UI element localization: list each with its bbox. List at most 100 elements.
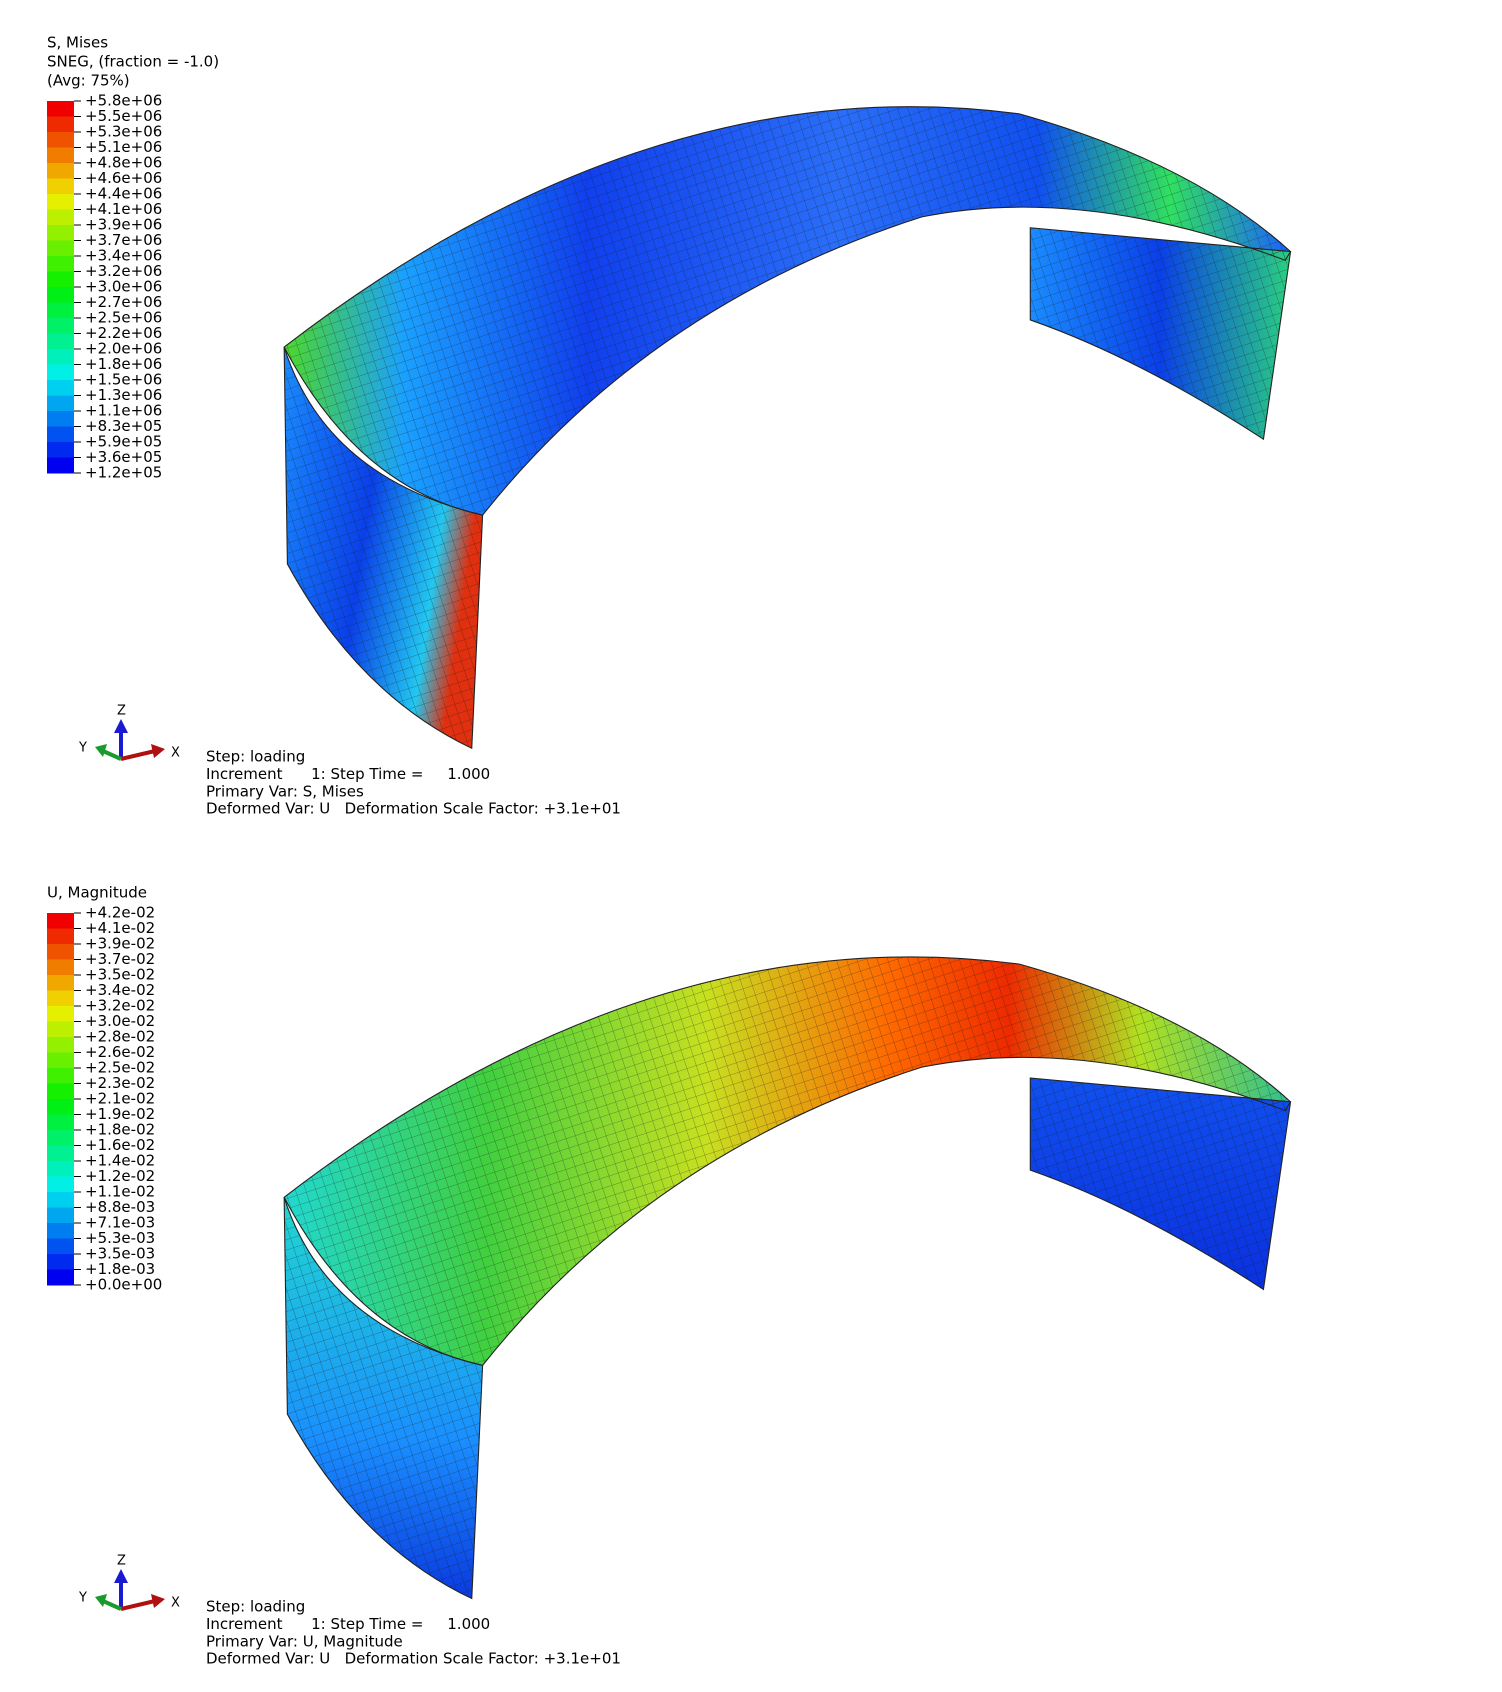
legend-label: +3.7e+06 bbox=[85, 231, 162, 249]
legend-label: +5.1e+06 bbox=[85, 138, 162, 156]
legend-swatch bbox=[47, 990, 74, 1007]
legend-label: +1.2e+05 bbox=[85, 464, 162, 482]
legend-label: +2.5e-02 bbox=[85, 1059, 155, 1077]
legend-label: +5.5e+06 bbox=[85, 107, 162, 125]
triad-x-head bbox=[151, 744, 165, 758]
triad-y-axis bbox=[102, 1599, 122, 1611]
info-line: Step: loading bbox=[206, 748, 305, 766]
legend-label: +3.4e-02 bbox=[85, 981, 155, 999]
legend-label: +8.8e-03 bbox=[85, 1198, 155, 1216]
legend-swatch bbox=[47, 240, 74, 257]
legend-label: +4.1e-02 bbox=[85, 919, 155, 937]
legend-swatch bbox=[47, 364, 74, 381]
legend-label: +4.4e+06 bbox=[85, 185, 162, 203]
legend-label: +0.0e+00 bbox=[85, 1276, 162, 1294]
triad-z-head bbox=[114, 1569, 128, 1583]
legend-swatch bbox=[47, 101, 74, 117]
legend-label: +5.8e+06 bbox=[85, 92, 162, 110]
legend-swatch bbox=[47, 1006, 74, 1022]
legend-label: +7.1e-03 bbox=[85, 1214, 155, 1232]
info-line: Increment 1: Step Time = 1.000 bbox=[206, 765, 490, 783]
triad-label: Y bbox=[78, 741, 87, 756]
triad-label: X bbox=[171, 1596, 180, 1611]
legend-label: +3.5e-02 bbox=[85, 966, 155, 984]
legend-swatch bbox=[47, 209, 74, 226]
legend-label: +3.2e+06 bbox=[85, 262, 162, 280]
legend-label: +3.0e+06 bbox=[85, 278, 162, 296]
legend-swatch bbox=[47, 457, 74, 474]
legend-label: +1.2e-02 bbox=[85, 1167, 155, 1185]
legend-swatch bbox=[47, 1176, 74, 1193]
triad-label: Y bbox=[78, 1591, 87, 1606]
legend-swatch bbox=[47, 1238, 74, 1255]
model-views bbox=[283, 106, 1292, 1600]
triad-x-axis bbox=[120, 1599, 156, 1611]
legend-label: +2.6e-02 bbox=[85, 1043, 155, 1061]
info-line: Primary Var: S, Mises bbox=[206, 782, 364, 800]
info-line: Primary Var: U, Magnitude bbox=[206, 1632, 403, 1650]
legend-swatch bbox=[47, 178, 74, 195]
legend-title: (Avg: 75%) bbox=[47, 72, 130, 90]
legend-label: +3.9e+06 bbox=[85, 216, 162, 234]
info-line: Deformed Var: U Deformation Scale Factor… bbox=[206, 800, 621, 818]
legend-title: S, Mises bbox=[47, 34, 108, 52]
legend-label: +5.3e+06 bbox=[85, 123, 162, 141]
legend-swatch bbox=[47, 1145, 74, 1162]
legend-label: +3.2e-02 bbox=[85, 997, 155, 1015]
legend-label: +1.6e-02 bbox=[85, 1136, 155, 1154]
legend-label: +5.3e-03 bbox=[85, 1229, 155, 1247]
info-line: Step: loading bbox=[206, 1598, 305, 1616]
legend-swatch bbox=[47, 333, 74, 350]
triad-x-head bbox=[151, 1594, 165, 1608]
legend-swatch bbox=[47, 1254, 74, 1270]
legend-label: +3.5e-03 bbox=[85, 1245, 155, 1263]
legend-swatch bbox=[47, 194, 74, 210]
legend-swatch bbox=[47, 1099, 74, 1115]
triad-z-head bbox=[114, 719, 128, 733]
legend-swatch bbox=[47, 1083, 74, 1100]
legend-swatch bbox=[47, 442, 74, 458]
legend-label: +8.3e+05 bbox=[85, 417, 162, 435]
legend-label: +4.1e+06 bbox=[85, 200, 162, 218]
legend-swatch bbox=[47, 1161, 74, 1177]
legend-swatch bbox=[47, 975, 74, 991]
legend-swatch bbox=[47, 287, 74, 303]
legend-swatch bbox=[47, 225, 74, 241]
legend-label: +4.6e+06 bbox=[85, 169, 162, 187]
legend-label: +3.6e+05 bbox=[85, 448, 162, 466]
legend-label: +3.0e-02 bbox=[85, 1012, 155, 1030]
legend-swatch bbox=[47, 411, 74, 427]
legend-swatch bbox=[47, 1130, 74, 1146]
legend-swatch bbox=[47, 395, 74, 412]
legend-label: +1.9e-02 bbox=[85, 1105, 155, 1123]
legend-label: +2.2e+06 bbox=[85, 324, 162, 342]
legend-swatch bbox=[47, 349, 74, 365]
legend-swatch bbox=[47, 944, 74, 960]
legend-swatch bbox=[47, 913, 74, 929]
legend-label: +2.1e-02 bbox=[85, 1090, 155, 1108]
legend-swatch bbox=[47, 1114, 74, 1131]
legend-title: U, Magnitude bbox=[47, 884, 147, 902]
legend-label: +3.7e-02 bbox=[85, 950, 155, 968]
legend-swatch bbox=[47, 318, 74, 334]
triad-label: Z bbox=[117, 704, 126, 719]
legend-label: +1.3e+06 bbox=[85, 386, 162, 404]
legend-swatch bbox=[47, 1037, 74, 1053]
legend-swatch bbox=[47, 1021, 74, 1038]
triad-y-head bbox=[95, 744, 107, 757]
legend-swatch bbox=[47, 1269, 74, 1286]
legend-swatch bbox=[47, 271, 74, 288]
legend-label: +5.9e+05 bbox=[85, 433, 162, 451]
legend-swatch bbox=[47, 1223, 74, 1239]
legend-swatch bbox=[47, 302, 74, 319]
info-line: Deformed Var: U Deformation Scale Factor… bbox=[206, 1650, 621, 1668]
legend-swatch bbox=[47, 426, 74, 443]
legend-label: +3.4e+06 bbox=[85, 247, 162, 265]
legend-label: +1.5e+06 bbox=[85, 371, 162, 389]
legend-label: +3.9e-02 bbox=[85, 935, 155, 953]
legend-swatch bbox=[47, 163, 74, 179]
legend-label: +1.1e+06 bbox=[85, 402, 162, 420]
triad-label: X bbox=[171, 746, 180, 761]
